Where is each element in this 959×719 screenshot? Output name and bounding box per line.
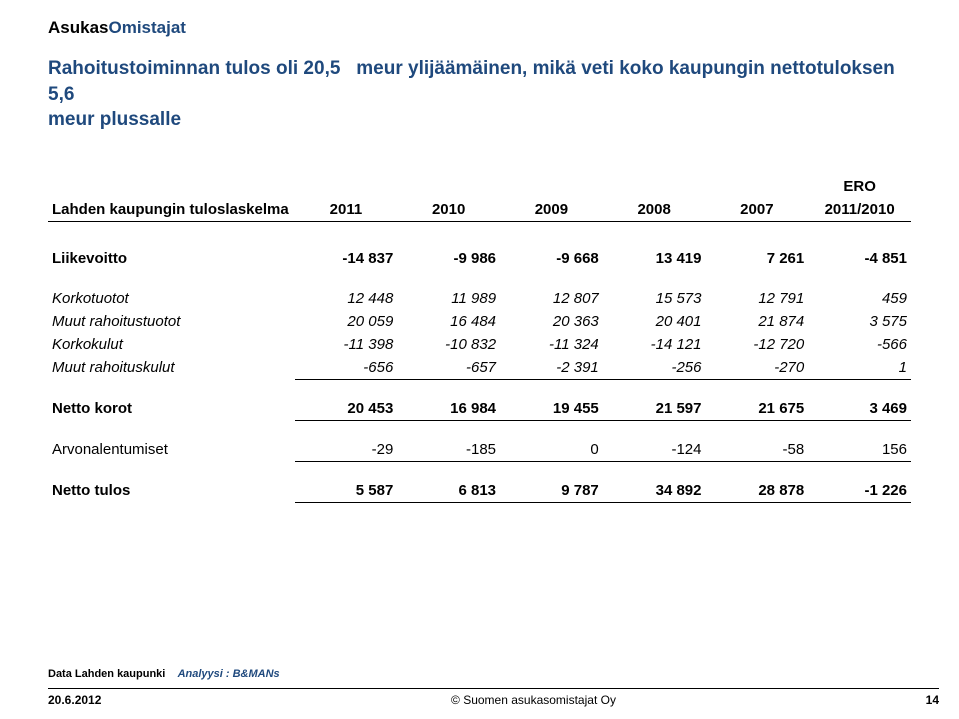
headline-line1: Rahoitustoiminnan tulos oli 20,5 [48, 58, 340, 79]
source-line: Data Lahden kaupunki Analyysi : B&MANs [48, 668, 939, 680]
footer-copyright: © Suomen asukasomistajat Oy [168, 693, 899, 707]
footer-date: 20.6.2012 [48, 693, 168, 707]
row-nettotulos: Netto tulos 5 587 6 813 9 787 34 892 28 … [48, 479, 911, 503]
col-2008: 2008 [603, 198, 706, 222]
row-arvonalentumiset: Arvonalentumiset -29 -185 0 -124 -58 156 [48, 438, 911, 462]
source-analysis: Analyysi : B&MANs [178, 668, 280, 680]
muutrahoitustuotot-label: Muut rahoitustuotot [48, 310, 295, 333]
ero-label: ERO [808, 175, 911, 198]
arvonalentumiset-label: Arvonalentumiset [48, 438, 295, 462]
table-title: Lahden kaupungin tuloslaskelma [48, 198, 295, 222]
liikevoitto-label: Liikevoitto [48, 247, 295, 270]
nettokorot-label: Netto korot [48, 397, 295, 421]
nettotulos-label: Netto tulos [48, 479, 295, 503]
row-nettokorot: Netto korot 20 453 16 984 19 455 21 597 … [48, 397, 911, 421]
footer: Data Lahden kaupunki Analyysi : B&MANs 2… [48, 668, 939, 707]
col-2010: 2010 [397, 198, 500, 222]
muutrahoituskulut-label: Muut rahoituskulut [48, 356, 295, 380]
footer-page: 14 [899, 693, 939, 707]
income-table: ERO Lahden kaupungin tuloslaskelma 2011 … [48, 175, 911, 503]
brand-part2: Omistajat [108, 18, 185, 37]
row-muutrahoituskulut: Muut rahoituskulut -656 -657 -2 391 -256… [48, 356, 911, 380]
korkotuotot-label: Korkotuotot [48, 287, 295, 310]
row-korkokulut: Korkokulut -11 398 -10 832 -11 324 -14 1… [48, 333, 911, 356]
page-root: AsukasOmistajat Rahoitustoiminnan tulos … [0, 0, 959, 719]
source-data: Data Lahden kaupunki [48, 668, 165, 680]
row-muutrahoitustuotot: Muut rahoitustuotot 20 059 16 484 20 363… [48, 310, 911, 333]
brand-title: AsukasOmistajat [48, 18, 911, 38]
headline-line3: meur plussalle [48, 109, 181, 130]
row-liikevoitto: Liikevoitto -14 837 -9 986 -9 668 13 419… [48, 247, 911, 270]
korkokulut-label: Korkokulut [48, 333, 295, 356]
table-header: Lahden kaupungin tuloslaskelma 2011 2010… [48, 198, 911, 222]
row-korkotuotot: Korkotuotot 12 448 11 989 12 807 15 573 … [48, 287, 911, 310]
headline: Rahoitustoiminnan tulos oli 20,5 meur yl… [48, 56, 908, 133]
brand-part1: Asukas [48, 18, 108, 37]
col-2007: 2007 [706, 198, 809, 222]
footer-rule [48, 688, 939, 689]
col-2009: 2009 [500, 198, 603, 222]
col-ero: 2011/2010 [808, 198, 911, 222]
col-2011: 2011 [295, 198, 398, 222]
table-header-ero: ERO [48, 175, 911, 198]
